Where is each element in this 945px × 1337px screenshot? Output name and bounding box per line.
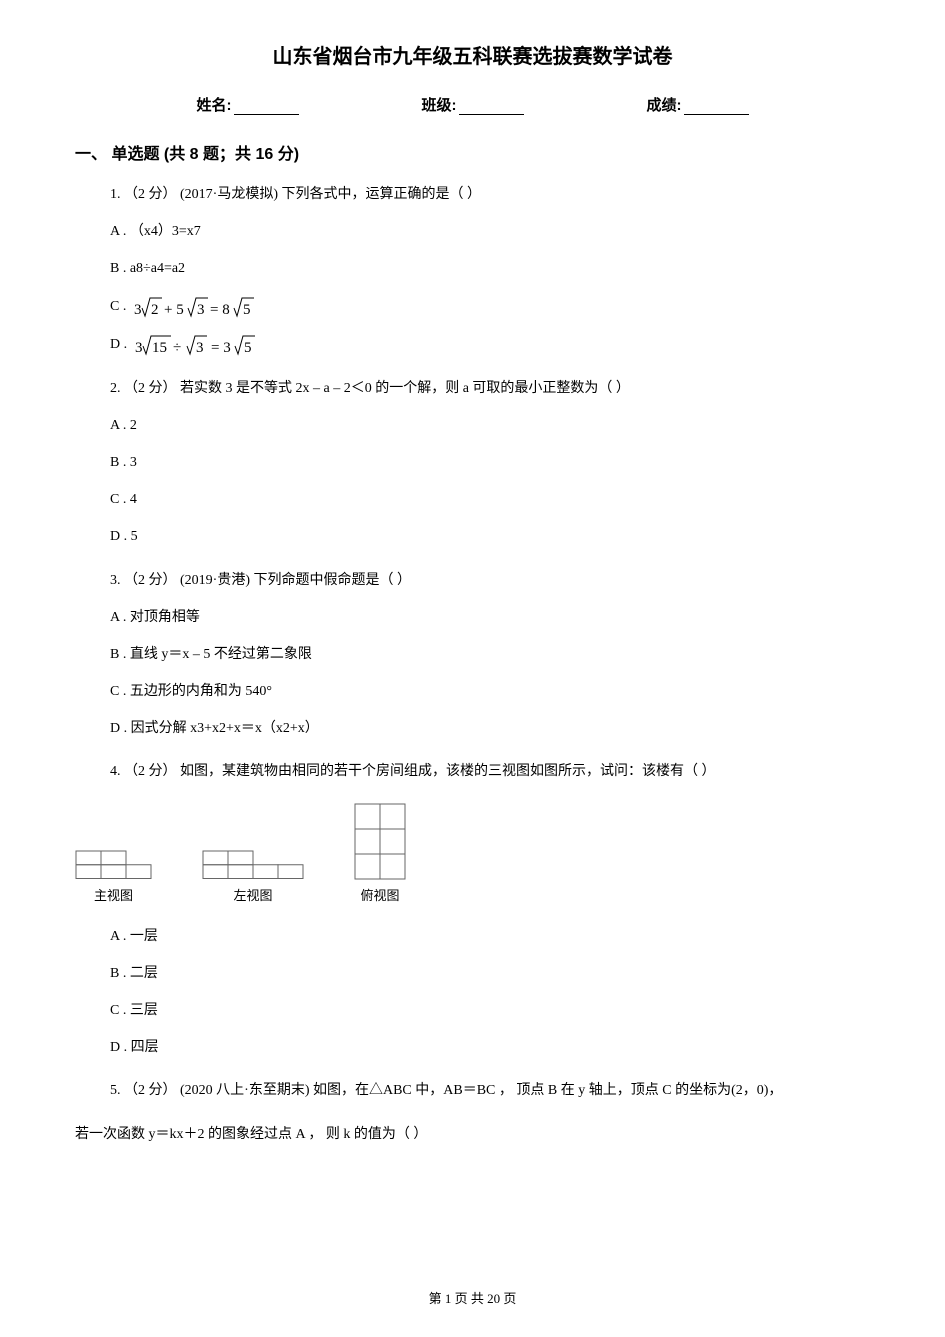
score-field: 成绩: <box>647 94 749 115</box>
svg-text:= 3: = 3 <box>211 340 231 356</box>
q1-optC-prefix: C . <box>110 294 126 319</box>
q1-option-b: B . a8÷a4=a2 <box>110 256 870 281</box>
q1-formula-d: 3 15 ÷ 3 = 3 5 <box>135 332 285 358</box>
q3-option-c: C . 五边形的内角和为 540° <box>110 679 870 704</box>
q5-line1: 5. （2 分） (2020 八上·东至期末) 如图，在△ABC 中，AB＝BC… <box>110 1078 870 1103</box>
left-view-label: 左视图 <box>233 885 272 904</box>
front-view-svg <box>75 850 152 880</box>
q4-option-b: B . 二层 <box>110 961 870 986</box>
svg-text:3: 3 <box>197 302 205 318</box>
question-1: 1. （2 分） (2017·马龙模拟) 下列各式中，运算正确的是（ ） A .… <box>110 182 870 358</box>
q3-option-b: B . 直线 y＝x – 5 不经过第二象限 <box>110 642 870 667</box>
top-view-svg <box>354 803 406 880</box>
q4-option-d: D . 四层 <box>110 1035 870 1060</box>
svg-text:3: 3 <box>134 302 142 318</box>
class-field: 班级: <box>422 94 524 115</box>
top-view-label: 俯视图 <box>360 885 399 904</box>
q4-views: 主视图 左视图 俯视图 <box>75 803 870 904</box>
left-view-block: 左视图 <box>202 850 304 904</box>
q1-option-a: A . （x4）3=x7 <box>110 219 870 244</box>
q1-option-d: D . 3 15 ÷ 3 = 3 5 <box>110 332 870 358</box>
section-header: 一、 单选题 (共 8 题；共 16 分) <box>75 140 870 164</box>
q3-option-a: A . 对顶角相等 <box>110 605 870 630</box>
svg-text:÷: ÷ <box>173 340 181 356</box>
q1-formula-c: 3 2 + 5 3 = 8 5 <box>134 294 274 320</box>
front-view-label: 主视图 <box>94 885 133 904</box>
q2-option-b: B . 3 <box>110 450 870 475</box>
svg-text:= 8: = 8 <box>210 302 230 318</box>
svg-text:5: 5 <box>243 302 251 318</box>
q2-option-c: C . 4 <box>110 487 870 512</box>
question-5: 5. （2 分） (2020 八上·东至期末) 如图，在△ABC 中，AB＝BC… <box>110 1078 870 1103</box>
svg-text:2: 2 <box>151 302 159 318</box>
header-fields: 姓名: 班级: 成绩: <box>75 94 870 115</box>
q2-option-a: A . 2 <box>110 413 870 438</box>
page-footer: 第 1 页 共 20 页 <box>0 1288 945 1307</box>
svg-text:+ 5: + 5 <box>164 302 184 318</box>
name-field: 姓名: <box>197 94 299 115</box>
name-label: 姓名: <box>197 97 232 114</box>
class-label: 班级: <box>422 97 457 114</box>
question-4: 4. （2 分） 如图，某建筑物由相同的若干个房间组成，该楼的三视图如图所示，试… <box>110 759 870 784</box>
q4-text: 4. （2 分） 如图，某建筑物由相同的若干个房间组成，该楼的三视图如图所示，试… <box>110 759 870 784</box>
svg-text:3: 3 <box>135 340 143 356</box>
question-3: 3. （2 分） (2019·贵港) 下列命题中假命题是（ ） A . 对顶角相… <box>110 568 870 742</box>
q4-option-c: C . 三层 <box>110 998 870 1023</box>
svg-text:3: 3 <box>196 340 204 356</box>
top-view-block: 俯视图 <box>354 803 406 904</box>
q2-text: 2. （2 分） 若实数 3 是不等式 2x – a – 2＜0 的一个解，则 … <box>110 376 870 401</box>
q1-option-c: C . 3 2 + 5 3 = 8 5 <box>110 294 870 320</box>
q1-optD-prefix: D . <box>110 332 127 357</box>
q1-text: 1. （2 分） (2017·马龙模拟) 下列各式中，运算正确的是（ ） <box>110 182 870 207</box>
page-title: 山东省烟台市九年级五科联赛选拔赛数学试卷 <box>75 40 870 69</box>
score-underline <box>684 97 749 115</box>
q5-line2: 若一次函数 y＝kx＋2 的图象经过点 A ， 则 k 的值为（ ） <box>75 1122 870 1147</box>
score-label: 成绩: <box>647 97 682 114</box>
left-view-svg <box>202 850 304 880</box>
q3-text: 3. （2 分） (2019·贵港) 下列命题中假命题是（ ） <box>110 568 870 593</box>
svg-text:15: 15 <box>152 340 167 356</box>
question-4-options: A . 一层 B . 二层 C . 三层 D . 四层 <box>110 924 870 1061</box>
q4-option-a: A . 一层 <box>110 924 870 949</box>
q3-option-d: D . 因式分解 x3+x2+x＝x（x2+x） <box>110 716 870 741</box>
q2-option-d: D . 5 <box>110 524 870 549</box>
front-view-block: 主视图 <box>75 850 152 904</box>
class-underline <box>459 97 524 115</box>
question-2: 2. （2 分） 若实数 3 是不等式 2x – a – 2＜0 的一个解，则 … <box>110 376 870 550</box>
name-underline <box>234 97 299 115</box>
svg-text:5: 5 <box>244 340 252 356</box>
